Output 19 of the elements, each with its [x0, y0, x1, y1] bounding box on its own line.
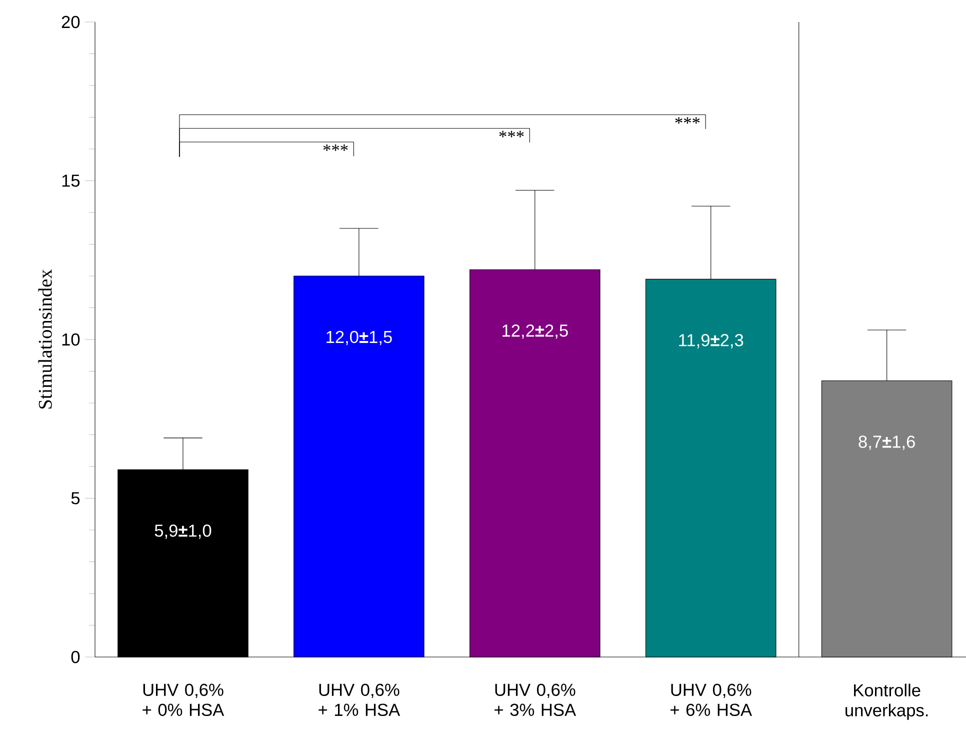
x-tick-label: Kontrolle unverkaps.	[846, 684, 928, 720]
data-label: 5,9±1,0	[154, 524, 212, 539]
y-tick-label: 0	[71, 650, 80, 664]
annotation: ***	[499, 130, 524, 138]
data-label: 8,7±1,6	[858, 436, 915, 450]
x-tick-label: UHV 0,6% + 6% HSA	[670, 684, 752, 716]
data-label: 12,0±1,5	[326, 330, 392, 346]
x-tick-label: UHV 0,6% + 0% HSA	[142, 684, 224, 716]
y-tick-label: 20	[62, 16, 80, 28]
y-tick-label: 10	[62, 333, 80, 346]
annotation: ***	[323, 144, 348, 151]
x-tick-label: UHV 0,6% + 3% HSA	[494, 684, 576, 716]
y-tick-label: 15	[62, 174, 80, 187]
y-tick-label: 5	[71, 492, 80, 504]
annotation: ***	[675, 117, 700, 124]
x-tick-label: UHV 0,6% + 1% HSA	[318, 684, 400, 716]
data-label: 12,2±2,5	[502, 324, 568, 339]
y-axis-title: Stimulationsindex	[38, 269, 52, 409]
data-label: 11,9±2,3	[679, 334, 744, 348]
